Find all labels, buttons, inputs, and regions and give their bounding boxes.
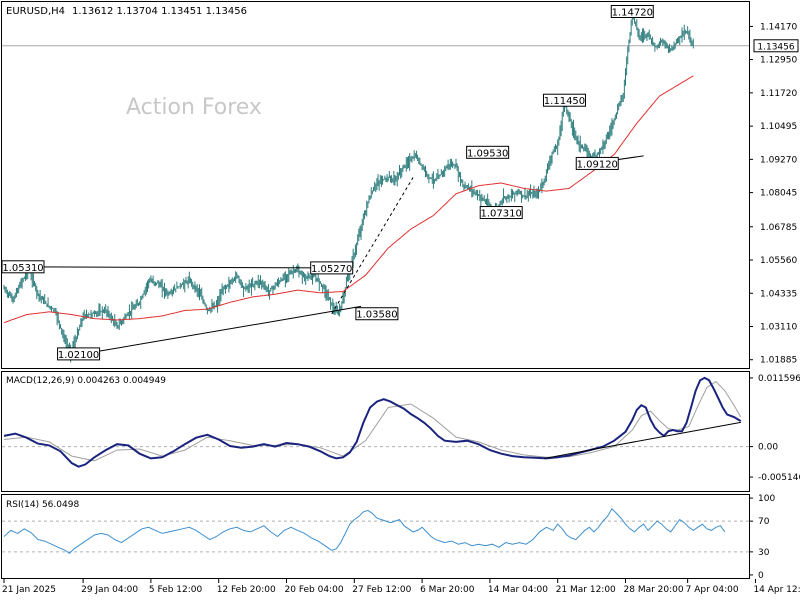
time-tick-label: 14 Apr 12:00 <box>753 585 800 595</box>
price-level-box <box>57 347 101 361</box>
price-level-text: 1.03580 <box>356 310 397 321</box>
price-tick-label: 1.10495 <box>760 122 797 132</box>
price-level-text: 1.14720 <box>612 7 653 18</box>
price-level-box <box>575 156 619 170</box>
price-level-label: 1.09120 <box>575 156 619 170</box>
price-series-layer: 1.05310 1.02100 1.05270 1.03580 1.09530 1.073… <box>1 4 749 363</box>
trendline <box>331 177 414 314</box>
rsi-tick-label: 0 <box>758 571 764 581</box>
rsi-tick-label: 100 <box>758 494 775 504</box>
macd-signal-line <box>3 380 742 462</box>
price-level-text: 1.05270 <box>311 264 352 275</box>
price-level-box <box>610 4 654 18</box>
time-tick-label: 27 Feb 12:00 <box>352 585 411 595</box>
macd-main-line <box>3 376 742 468</box>
time-tick-label: 5 Feb 12:00 <box>149 585 203 595</box>
price-tick-label: 1.06785 <box>760 223 797 233</box>
price-level-label: 1.05310 <box>1 260 45 274</box>
price-level-label: 1.07310 <box>479 206 523 220</box>
rsi-layer: 100 70 30 0 <box>2 494 775 581</box>
price-level-box <box>310 261 354 275</box>
rsi-panel <box>1 494 750 579</box>
price-level-label: 1.05270 <box>310 261 354 275</box>
price-tick-label: 1.09270 <box>760 155 797 165</box>
price-level-label: 1.09530 <box>466 145 510 159</box>
price-tick-label: 1.12950 <box>760 56 797 66</box>
rsi-line <box>3 507 726 555</box>
macd-title: MACD(12,26,9) 0.004263 0.004949 <box>6 376 166 386</box>
time-tick-label: 7 Apr 04:00 <box>686 585 739 595</box>
price-level-box <box>466 145 510 159</box>
ohlc-readout: 1.13612 1.13704 1.13451 1.13456 <box>72 6 247 17</box>
time-tick-label: 6 Mar 20:00 <box>420 585 475 595</box>
current-price-marker: 1.13456 <box>753 39 799 53</box>
watermark: Action Forex <box>126 95 262 120</box>
price-tick-label: 1.03110 <box>760 322 797 332</box>
symbol-label: EURUSD,H4 <box>6 6 65 17</box>
time-axis: 21 Jan 2025 29 Jan 04:00 5 Feb 12:00 12 Feb… <box>2 579 800 595</box>
trendline <box>3 266 319 269</box>
rsi-tick-label: 30 <box>758 548 770 558</box>
rsi-tick-label: 70 <box>758 517 770 527</box>
rsi-title: RSI(14) 56.0498 <box>6 500 79 510</box>
price-axis: 1.14170 1.12950 1.11720 1.10495 1.09270 1.080… <box>749 22 799 366</box>
price-level-text: 1.07310 <box>481 209 522 220</box>
price-level-text: 1.09530 <box>467 148 508 159</box>
price-tick-label: 1.11720 <box>760 89 797 99</box>
current-price-box <box>753 39 799 53</box>
time-tick-label: 14 Mar 04:00 <box>488 585 548 595</box>
macd-panel <box>1 371 750 492</box>
price-level-text: 1.11450 <box>544 96 585 107</box>
price-tick-label: 1.05560 <box>760 256 797 266</box>
current-price-label: 1.13456 <box>757 42 794 52</box>
price-level-label: 1.11450 <box>542 93 586 107</box>
price-level-text: 1.09120 <box>577 159 618 170</box>
time-tick-label: 29 Jan 04:00 <box>81 585 138 595</box>
price-tick-label: 1.04335 <box>760 289 797 299</box>
time-tick-label: 20 Feb 04:00 <box>285 585 344 595</box>
price-tick-label: 1.08045 <box>760 189 797 199</box>
price-level-text: 1.05310 <box>2 263 43 274</box>
price-level-box <box>542 93 586 107</box>
time-tick-label: 28 Mar 20:00 <box>624 585 684 595</box>
moving-average-line <box>3 75 694 324</box>
price-tick-label: 1.01885 <box>760 356 797 366</box>
price-level-box <box>1 260 45 274</box>
macd-trendline <box>544 421 741 459</box>
macd-layer: 0.011596 0.00 -0.005146 <box>2 374 800 483</box>
price-level-box <box>479 206 523 220</box>
time-tick-label: 21 Jan 2025 <box>2 585 56 595</box>
time-tick-label: 12 Feb 20:00 <box>217 585 276 595</box>
macd-tick-label: -0.005146 <box>758 473 800 483</box>
price-level-label: 1.03580 <box>355 307 399 321</box>
macd-tick-label: 0.00 <box>758 443 778 453</box>
price-level-box <box>355 307 399 321</box>
macd-tick-label: 0.011596 <box>758 374 800 384</box>
trendline <box>83 305 362 355</box>
price-level-label: 1.14720 <box>610 4 654 18</box>
price-tick-label: 1.14170 <box>760 22 797 32</box>
price-level-label: 1.02100 <box>57 347 101 361</box>
price-level-text: 1.02100 <box>58 350 99 361</box>
time-tick-label: 21 Mar 12:00 <box>556 585 616 595</box>
